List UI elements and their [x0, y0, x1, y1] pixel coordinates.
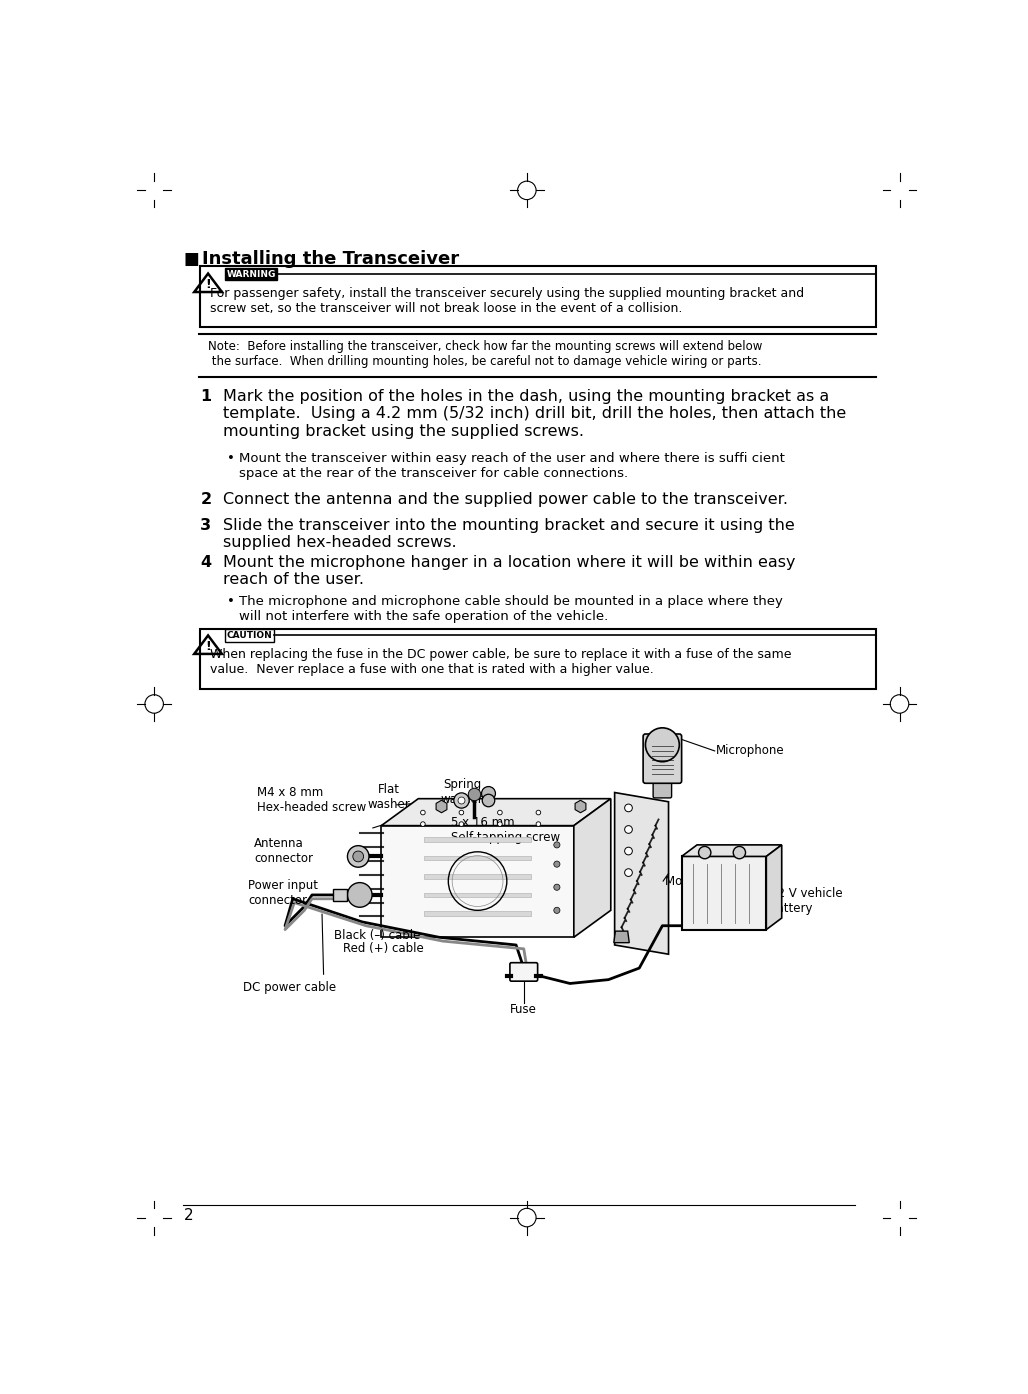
Bar — [225, 268, 278, 280]
Circle shape — [625, 868, 632, 877]
Circle shape — [498, 810, 503, 815]
Circle shape — [460, 822, 464, 827]
Circle shape — [699, 846, 711, 859]
Text: 2: 2 — [200, 492, 212, 507]
Circle shape — [554, 842, 560, 848]
Text: •: • — [227, 452, 235, 466]
Circle shape — [625, 825, 632, 834]
Text: Note:  Before installing the transceiver, check how far the mounting screws will: Note: Before installing the transceiver,… — [208, 340, 763, 368]
Text: 3: 3 — [200, 517, 212, 533]
Circle shape — [353, 852, 364, 861]
FancyBboxPatch shape — [510, 963, 538, 981]
Text: When replacing the fuse in the DC power cable, be sure to replace it with a fuse: When replacing the fuse in the DC power … — [211, 648, 792, 676]
Text: Antenna
connector: Antenna connector — [254, 836, 314, 866]
Text: DC power cable: DC power cable — [243, 981, 336, 994]
Text: Slide the transceiver into the mounting bracket and secure it using the
supplied: Slide the transceiver into the mounting … — [223, 517, 796, 551]
Circle shape — [554, 884, 560, 891]
FancyBboxPatch shape — [653, 772, 671, 797]
Circle shape — [554, 907, 560, 913]
Text: 1: 1 — [200, 389, 212, 404]
Circle shape — [733, 846, 745, 859]
Bar — [424, 838, 531, 842]
Bar — [225, 629, 274, 641]
Text: Mount the microphone hanger in a location where it will be within easy
reach of : Mount the microphone hanger in a locatio… — [223, 555, 796, 587]
Bar — [200, 266, 877, 326]
Bar — [424, 892, 531, 898]
Circle shape — [554, 861, 560, 867]
Text: +: + — [735, 848, 744, 857]
Circle shape — [536, 810, 541, 815]
FancyBboxPatch shape — [644, 735, 682, 783]
Text: Microphone: Microphone — [717, 744, 785, 757]
Text: CAUTION: CAUTION — [227, 631, 272, 640]
Circle shape — [420, 822, 426, 827]
Circle shape — [646, 728, 680, 761]
Text: 2: 2 — [183, 1209, 193, 1224]
Text: 4: 4 — [200, 555, 212, 570]
Text: Power input
connector: Power input connector — [248, 878, 318, 906]
Bar — [424, 874, 531, 878]
Text: Connect the antenna and the supplied power cable to the transceiver.: Connect the antenna and the supplied pow… — [223, 492, 788, 507]
Text: Black (–) cable: Black (–) cable — [333, 930, 420, 942]
Circle shape — [460, 810, 464, 815]
Circle shape — [625, 848, 632, 855]
Bar — [682, 856, 766, 930]
Text: −: − — [700, 848, 709, 857]
Circle shape — [536, 822, 541, 827]
Circle shape — [347, 882, 372, 907]
Circle shape — [498, 822, 503, 827]
Circle shape — [347, 846, 369, 867]
Text: !: ! — [206, 640, 211, 652]
Polygon shape — [766, 845, 781, 930]
Polygon shape — [574, 799, 611, 937]
Polygon shape — [615, 793, 668, 955]
Text: Mount the transceiver within easy reach of the user and where there is suffi cie: Mount the transceiver within easy reach … — [238, 452, 784, 480]
Bar — [200, 629, 877, 690]
Text: ■: ■ — [183, 251, 199, 269]
Text: WARNING: WARNING — [226, 270, 276, 279]
Text: Fuse: Fuse — [510, 1002, 538, 1016]
Bar — [424, 912, 531, 916]
Polygon shape — [381, 825, 574, 937]
Text: Spring
washer: Spring washer — [441, 778, 483, 806]
Polygon shape — [682, 845, 781, 856]
Text: •: • — [227, 595, 235, 608]
Text: 12 V vehicle
battery: 12 V vehicle battery — [770, 887, 843, 914]
Text: Installing the Transceiver: Installing the Transceiver — [201, 251, 460, 269]
Text: Mounting bracket: Mounting bracket — [665, 874, 768, 888]
Text: Flat
washer: Flat washer — [368, 783, 410, 811]
Circle shape — [625, 804, 632, 811]
Text: !: ! — [206, 277, 211, 291]
Text: The microphone and microphone cable should be mounted in a place where they
will: The microphone and microphone cable shou… — [238, 595, 782, 623]
Polygon shape — [614, 931, 629, 942]
Text: 5 x 16 mm
Self-tapping screw: 5 x 16 mm Self-tapping screw — [450, 817, 559, 845]
Text: Red (+) cable: Red (+) cable — [342, 942, 424, 955]
Circle shape — [420, 810, 426, 815]
Polygon shape — [381, 799, 611, 825]
Text: M4 x 8 mm
Hex-headed screw: M4 x 8 mm Hex-headed screw — [257, 786, 366, 814]
Text: For passenger safety, install the transceiver securely using the supplied mounti: For passenger safety, install the transc… — [211, 287, 805, 315]
Text: Mark the position of the holes in the dash, using the mounting bracket as a
temp: Mark the position of the holes in the da… — [223, 389, 847, 439]
Polygon shape — [333, 889, 347, 901]
Bar — [424, 856, 531, 860]
